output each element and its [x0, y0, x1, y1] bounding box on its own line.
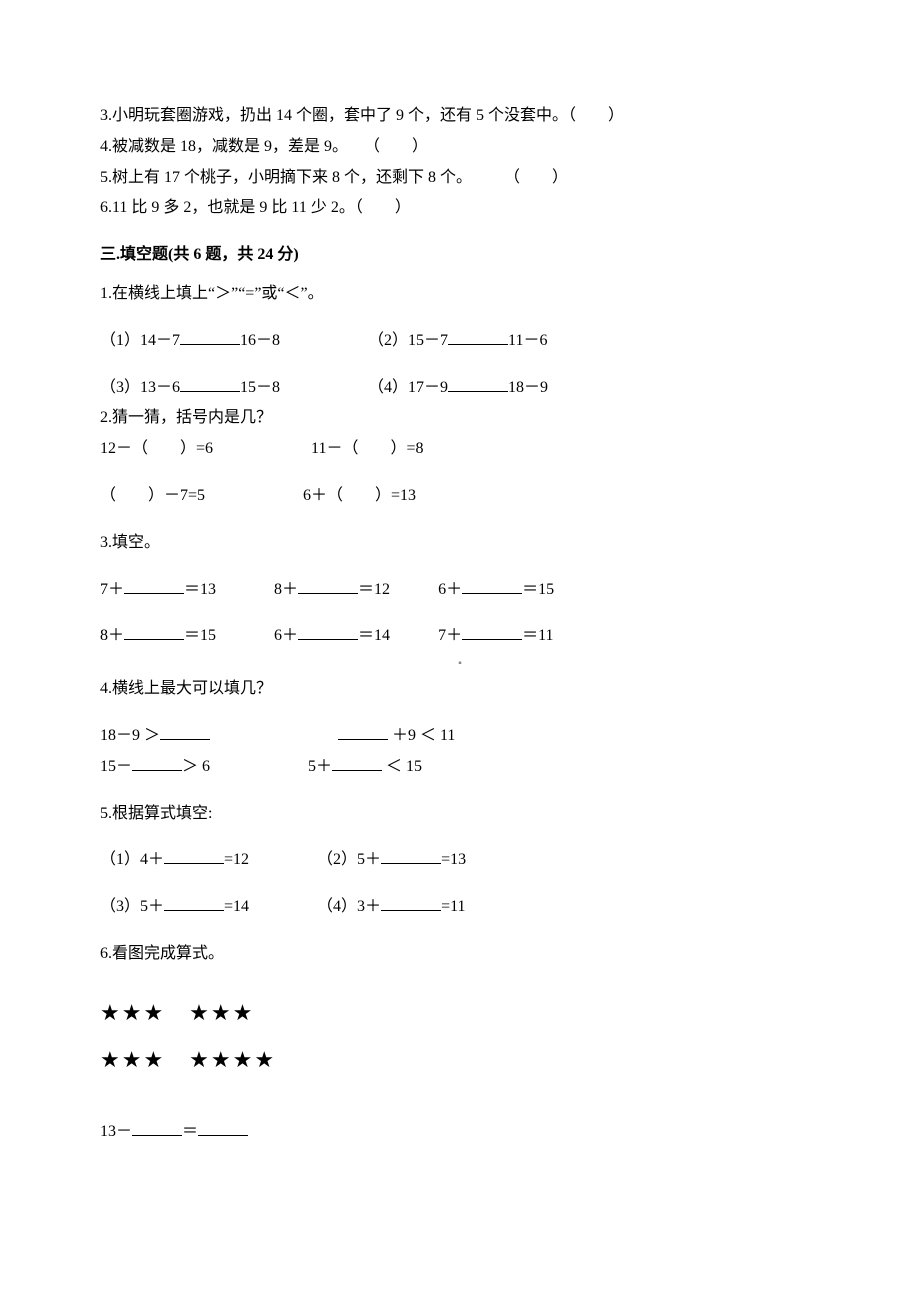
blank	[381, 894, 441, 911]
q3-r2c-r: ＝11	[522, 627, 553, 644]
q5b-left: （2）5＋	[317, 851, 381, 868]
q6-expr-left: 13－	[100, 1123, 132, 1140]
q3-r1a-r: ＝13	[184, 581, 216, 598]
q4a-left: 18－9 ＞	[100, 727, 160, 744]
q5a-right: =12	[224, 851, 249, 868]
sec3-q3-intro: 3.填空。	[100, 529, 820, 558]
stars-row-2: ★★★ ★★★★	[100, 1040, 820, 1080]
q1c-right: 15－8	[240, 379, 280, 396]
sec3-q1-row2: （3）13－6 15－8 （4）17－9 18－9	[100, 374, 820, 403]
q2a: 12－（ ）=6	[100, 440, 213, 457]
q4b-right: ＋9 ＜ 11	[388, 727, 455, 744]
q1b-right: 11－6	[508, 332, 547, 349]
blank	[160, 723, 210, 740]
q5b-right: =13	[441, 851, 466, 868]
blank	[198, 1119, 248, 1136]
q3-r1a-l: 7＋	[100, 581, 124, 598]
blank	[124, 623, 184, 640]
blank	[462, 577, 522, 594]
q3-r2b-l: 6＋	[274, 627, 298, 644]
q1c-left: （3）13－6	[100, 379, 180, 396]
blank	[462, 623, 522, 640]
q1a-right: 16－8	[240, 332, 280, 349]
q4d-right: ＜ 15	[382, 758, 422, 775]
q5d-right: =11	[441, 898, 465, 915]
q2c: （ ）－7=5	[100, 487, 205, 504]
q2d: 6＋（ ）=13	[303, 487, 416, 504]
blank	[381, 847, 441, 864]
q6-expr-mid: ＝	[182, 1123, 198, 1140]
sec3-q5-row1: （1）4＋ =12 （2）5＋ =13	[100, 846, 820, 875]
q5c-left: （3）5＋	[100, 898, 164, 915]
q3-r2a-r: ＝15	[184, 627, 216, 644]
sec3-q6-expr: 13－ ＝	[100, 1118, 820, 1147]
blank	[448, 375, 508, 392]
q3-r1b-r: ＝12	[358, 581, 390, 598]
sec3-q1-intro: 1.在横线上填上“＞”“=”或“＜”。	[100, 280, 820, 309]
q5d-left: （4）3＋	[317, 898, 381, 915]
sec2-q5: 5.树上有 17 个桃子，小明摘下来 8 个，还剩下 8 个。 （ ）	[100, 164, 820, 193]
q5c-right: =14	[224, 898, 249, 915]
blank	[132, 754, 182, 771]
sec3-q5-row2: （3）5＋ =14 （4）3＋ =11	[100, 893, 820, 922]
q3-r1b-l: 8＋	[274, 581, 298, 598]
page-content: 3.小明玩套圈游戏，扔出 14 个圈，套中了 9 个，还有 5 个没套中。（ ）…	[0, 0, 920, 1209]
blank	[180, 328, 240, 345]
blank	[164, 847, 224, 864]
blank	[332, 754, 382, 771]
stars-row-1: ★★★ ★★★	[100, 993, 820, 1033]
blank	[164, 894, 224, 911]
q3-r2a-l: 8＋	[100, 627, 124, 644]
sec3-q4-intro: 4.横线上最大可以填几？	[100, 675, 820, 704]
sec3-q3-row2: 8＋ ＝15 6＋ ＝14 7＋ ＝11	[100, 622, 820, 651]
q1d-left: （4）17－9	[368, 379, 448, 396]
sec2-q6: 6.11 比 9 多 2，也就是 9 比 11 少 2。（ ）	[100, 194, 820, 223]
q3-r2c-l: 7＋	[438, 627, 462, 644]
blank	[124, 577, 184, 594]
blank	[448, 328, 508, 345]
q1b-left: （2）15－7	[368, 332, 448, 349]
q1d-right: 18－9	[508, 379, 548, 396]
q2b: 11－（ ）=8	[311, 440, 423, 457]
q5a-left: （1）4＋	[100, 851, 164, 868]
sec3-q2-row2: （ ）－7=5 6＋（ ）=13	[100, 482, 820, 511]
blank	[180, 375, 240, 392]
blank	[298, 577, 358, 594]
q4c-left: 15－	[100, 758, 132, 775]
q3-r1c-r: ＝15	[522, 581, 554, 598]
sec3-q2-intro: 2.猜一猜，括号内是几？	[100, 404, 820, 433]
q4d-left: 5＋	[308, 758, 332, 775]
q4c-right: ＞ 6	[182, 758, 210, 775]
q3-r1c-l: 6＋	[438, 581, 462, 598]
sec2-q4: 4.被减数是 18，减数是 9，差是 9。 （ ）	[100, 133, 820, 162]
sec3-q5-intro: 5.根据算式填空:	[100, 800, 820, 829]
sec3-q2-row1: 12－（ ）=6 11－（ ）=8	[100, 435, 820, 464]
q1a-left: （1）14－7	[100, 332, 180, 349]
blank	[298, 623, 358, 640]
sec3-q3-row1: 7＋ ＝13 8＋ ＝12 6＋ ＝15	[100, 576, 820, 605]
sec2-q3: 3.小明玩套圈游戏，扔出 14 个圈，套中了 9 个，还有 5 个没套中。（ ）	[100, 102, 820, 131]
q3-r2b-r: ＝14	[358, 627, 390, 644]
mid-page-mark: ▪	[100, 655, 820, 673]
sec3-q6-intro: 6.看图完成算式。	[100, 940, 820, 969]
blank	[132, 1119, 182, 1136]
blank	[338, 723, 388, 740]
sec3-q4-row2: 15－ ＞ 6 5＋ ＜ 15	[100, 753, 820, 782]
sec3-q1-row1: （1）14－7 16－8 （2）15－7 11－6	[100, 327, 820, 356]
sec3-q4-row1: 18－9 ＞ ＋9 ＜ 11	[100, 722, 820, 751]
sec3-title: 三.填空题(共 6 题，共 24 分)	[100, 241, 820, 270]
